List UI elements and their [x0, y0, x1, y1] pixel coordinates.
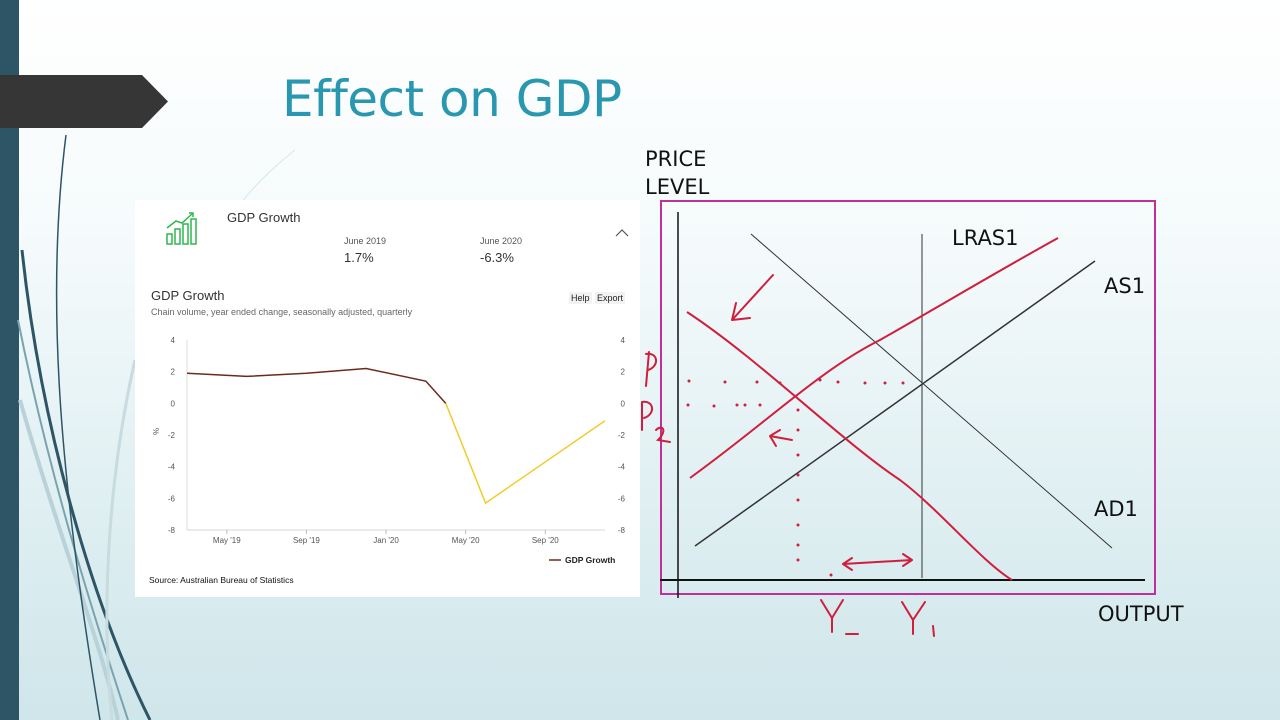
- ad-shift-arrow-icon: [731, 274, 774, 321]
- kpi-value-june-2019: 1.7%: [344, 250, 374, 265]
- ad-as-diagram: [641, 212, 1145, 637]
- x-tick-label: Sep '20: [532, 536, 559, 545]
- source-note: Source: Australian Bureau of Statistics: [149, 575, 294, 585]
- as1-label: AS1: [1104, 274, 1146, 298]
- ad1-label: AD1: [1094, 497, 1138, 521]
- y-tick-label-right: -4: [618, 463, 626, 472]
- x-tick-label: May '20: [452, 536, 480, 545]
- shifted-ad-curve: [686, 311, 1013, 581]
- slide-title: Effect on GDP: [282, 70, 622, 128]
- y-tick-label-right: 4: [621, 336, 626, 345]
- y-tick-label-right: 2: [621, 368, 626, 377]
- data-point: [186, 372, 188, 374]
- help-button[interactable]: Help: [569, 292, 592, 304]
- x-tick-label: Jan '20: [373, 536, 399, 545]
- gdp-growth-line-chart: 4 2 0 -2 -4 -6 -8 4 2 0 -2 -4 -6 -8 May '19 Sep '19 Ja…: [152, 336, 626, 565]
- left-accent-strip: [0, 0, 19, 720]
- x-tick-label: May '19: [213, 536, 241, 545]
- y-tick-label-left: 0: [171, 399, 176, 408]
- title-arrow-tab: [0, 75, 168, 128]
- ad1-curve: [750, 233, 1113, 549]
- label-y2-handwritten: [820, 599, 859, 635]
- y-tick-label-right: -6: [618, 494, 626, 503]
- lras1-label: LRAS1: [952, 226, 1019, 250]
- export-button[interactable]: Export: [595, 292, 626, 304]
- y-tick-label-left: 4: [171, 336, 176, 345]
- kpi-label-june-2019: June 2019: [344, 236, 387, 246]
- chart-title: GDP Growth: [151, 288, 225, 303]
- legend-series-name: GDP Growth: [565, 555, 615, 565]
- series-line-post: [445, 403, 606, 505]
- y-tick-label-left: -4: [168, 463, 176, 472]
- data-point: [365, 368, 367, 370]
- kpi-value-june-2020: -6.3%: [480, 250, 514, 265]
- kpi-label-june-2020: June 2020: [480, 236, 523, 246]
- label-y1-handwritten: [901, 601, 935, 637]
- label-p-handwritten: [645, 351, 657, 387]
- gdp-growth-panel: GDP Growth June 2019 1.7% June 2020 -6.3…: [135, 200, 640, 597]
- data-point: [604, 420, 606, 422]
- ad-as-diagram-frame: [660, 200, 1156, 595]
- y-tick-label-right: -2: [618, 431, 626, 440]
- price-level-axis-label: PRICE LEVEL: [645, 147, 710, 199]
- data-point: [246, 376, 248, 378]
- y-tick-label-left: -8: [168, 526, 176, 535]
- series-line-pre: [186, 367, 447, 404]
- panel-header-title: GDP Growth: [227, 210, 301, 225]
- output-change-arrow-icon: [842, 553, 913, 571]
- chart-subtitle: Chain volume, year ended change, seasona…: [151, 307, 413, 317]
- collapse-chevron-up-icon[interactable]: [615, 228, 629, 238]
- y-axis-label: %: [152, 428, 161, 435]
- y-tick-label-right: -8: [618, 526, 626, 535]
- shifted-as-curve: [689, 237, 1059, 479]
- y-tick-label-right: 0: [621, 399, 626, 408]
- data-point: [306, 372, 308, 374]
- growth-chart-icon: [166, 212, 197, 245]
- data-point: [445, 403, 447, 405]
- data-point: [425, 380, 427, 382]
- label-p2-handwritten: [641, 400, 671, 443]
- data-point: [485, 502, 487, 504]
- x-tick-label: Sep '19: [293, 536, 320, 545]
- y-tick-label-left: 2: [171, 368, 176, 377]
- y-tick-label-left: -6: [168, 494, 176, 503]
- output-axis-label: OUTPUT: [1098, 602, 1184, 626]
- decorative-curves: [17, 134, 296, 720]
- as1-curve: [694, 260, 1096, 547]
- as-shift-arrow-icon: [769, 429, 793, 447]
- y-tick-label-left: -2: [168, 431, 176, 440]
